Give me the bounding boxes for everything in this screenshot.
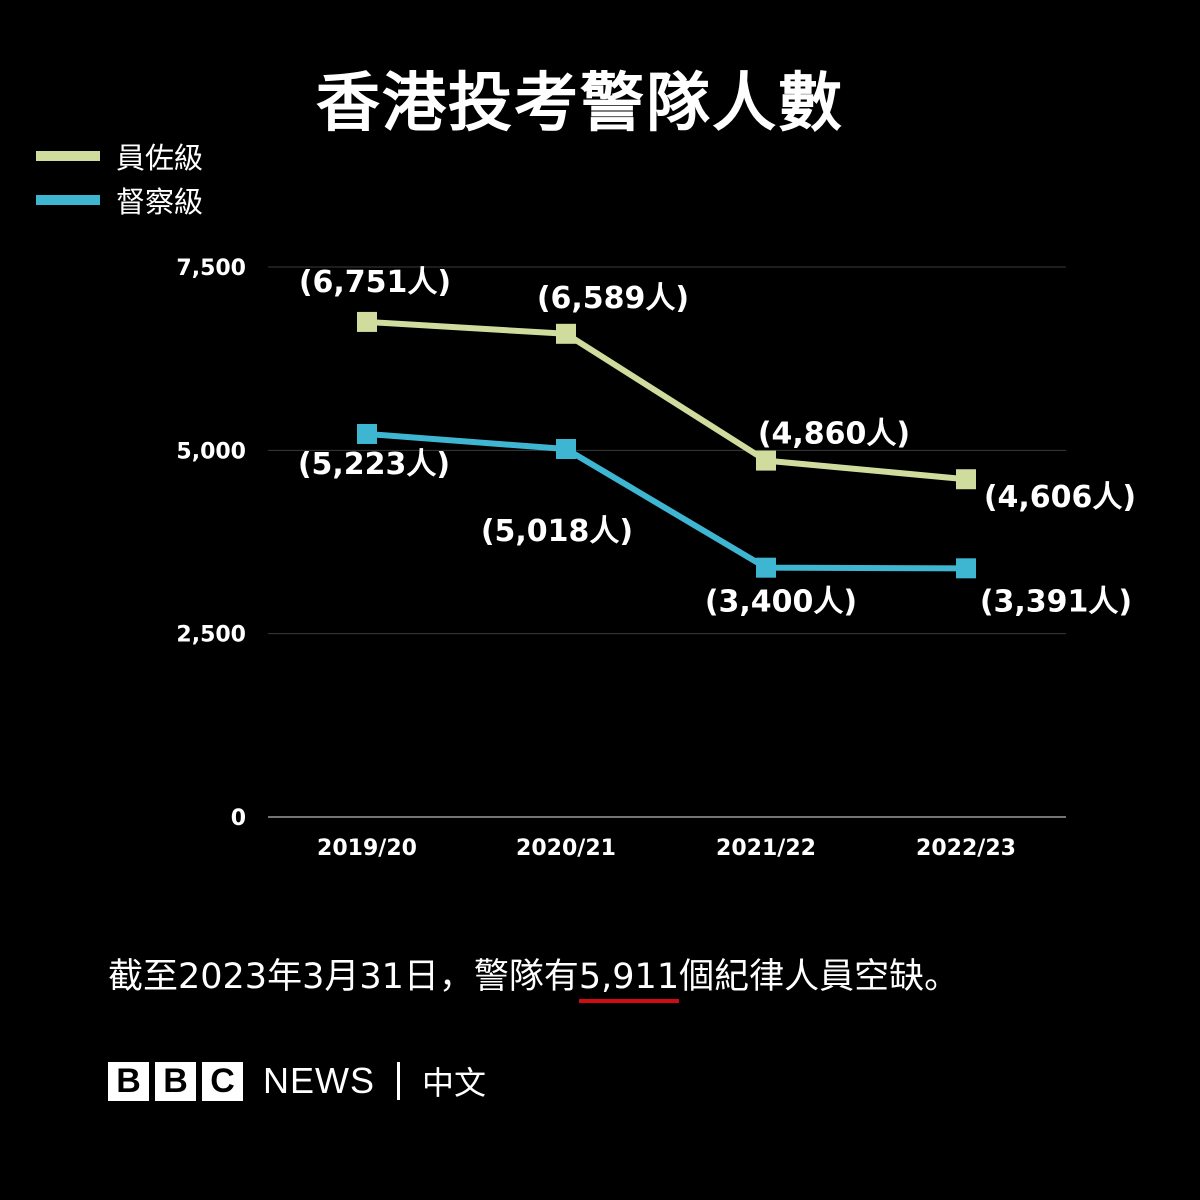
series-line-inspector (366, 430, 967, 572)
data-point-marker (756, 450, 776, 471)
bbc-logo-letter-2: B (155, 1061, 196, 1101)
legend: 員佐級 督察級 (36, 134, 203, 222)
legend-item-constable: 員佐級 (36, 134, 203, 178)
footnote-suffix: 個紀律人員空缺。 (679, 957, 960, 997)
y-tick-label: 2,500 (176, 623, 246, 648)
data-label: (3,400人) (705, 585, 857, 620)
series-line-constable (366, 318, 967, 483)
data-point-marker (956, 558, 976, 579)
data-label: (6,589人) (537, 281, 689, 316)
legend-swatch-constable (36, 151, 100, 161)
data-point-marker (357, 311, 377, 332)
footnote-highlight: 5,911 (578, 957, 680, 1003)
data-point-marker (556, 323, 576, 344)
data-label: (3,391人) (980, 584, 1132, 619)
x-tick-label: 2019/20 (317, 836, 417, 861)
bbc-news-chinese-logo: B B C NEWS 中文 (108, 1058, 486, 1104)
y-tick-label: 0 (231, 806, 246, 831)
bbc-logo-letter-3: C (202, 1061, 243, 1101)
y-tick-label: 7,500 (176, 256, 246, 281)
data-label: (5,223人) (298, 447, 450, 482)
chart-title: 香港投考警隊人數 (316, 67, 844, 141)
x-tick-label: 2021/22 (716, 836, 816, 861)
x-tick-label: 2022/23 (916, 836, 1016, 861)
legend-swatch-inspector (36, 195, 100, 205)
news-wordmark: NEWS (263, 1060, 375, 1101)
data-point-marker (956, 469, 976, 490)
data-point-marker (357, 423, 377, 444)
brand-chinese: 中文 (422, 1064, 487, 1102)
brand-divider (397, 1062, 400, 1100)
footnote: 截至2023年3月31日，警隊有5,911個紀律人員空缺。 (108, 948, 960, 1003)
data-label: (6,751人) (299, 265, 451, 300)
data-point-marker (756, 557, 776, 578)
data-label: (5,018人) (481, 514, 633, 549)
data-point-marker (556, 439, 576, 460)
y-tick-label: 5,000 (176, 439, 246, 464)
legend-label-inspector: 督察級 (116, 185, 204, 219)
line-chart: 0 2,500 5,000 7,500 2019/20 2020/21 2021/22 202… (176, 256, 1136, 861)
footnote-prefix: 截至2023年3月31日，警隊有 (108, 957, 579, 997)
legend-label-constable: 員佐級 (116, 141, 204, 175)
legend-item-inspector: 督察級 (36, 178, 203, 222)
data-label: (4,860人) (758, 417, 910, 452)
bbc-logo-letter-1: B (108, 1061, 149, 1101)
x-tick-label: 2020/21 (516, 836, 616, 861)
data-label: (4,606人) (984, 480, 1136, 515)
